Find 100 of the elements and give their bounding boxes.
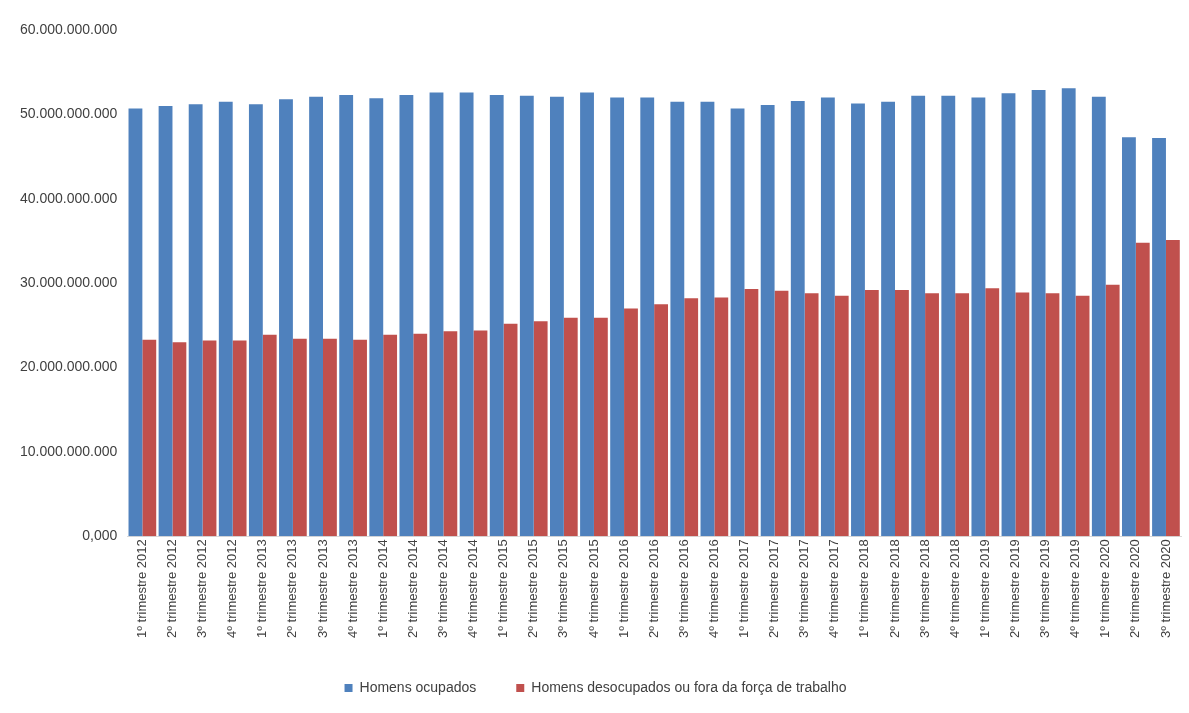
- x-tick-label: 4º trimestre 2016: [705, 539, 721, 639]
- x-tick-label: 3º trimestre 2019: [1037, 539, 1053, 639]
- bar: [700, 101, 715, 537]
- x-tick-label: 1º trimestre 2019: [976, 539, 992, 639]
- y-tick-label: 50.000.000.000: [19, 105, 118, 122]
- bar: [670, 101, 685, 537]
- bar: [790, 100, 805, 537]
- x-tick-label: 1º trimestre 2015: [495, 539, 511, 639]
- bar: [142, 339, 157, 537]
- legend-label: Homens desocupados ou fora da força de trabalho: [531, 678, 847, 695]
- bar: [1061, 88, 1076, 537]
- bar: [941, 95, 956, 537]
- bar: [339, 94, 354, 537]
- bar: [323, 338, 337, 537]
- bar: [248, 104, 263, 537]
- bar: [429, 92, 444, 537]
- bar: [1105, 284, 1120, 537]
- bar: [1121, 137, 1136, 537]
- bar: [279, 99, 293, 537]
- x-tick-label: 2º trimestre 2015: [525, 539, 541, 639]
- x-tick-label: 3º trimestre 2015: [555, 539, 571, 639]
- bar: [399, 94, 414, 537]
- bar: [971, 97, 986, 537]
- bar: [1135, 242, 1150, 537]
- bar: [1152, 138, 1166, 537]
- bar: [955, 293, 970, 537]
- bar: [413, 333, 428, 537]
- x-tick-label: 1º trimestre 2018: [856, 539, 872, 639]
- bar: [549, 96, 564, 537]
- bar: [925, 293, 939, 537]
- bar: [774, 290, 789, 537]
- x-tick-label: 1º trimestre 2013: [254, 539, 270, 639]
- x-tick-label: 2º trimestre 2018: [886, 539, 902, 639]
- bar: [172, 342, 187, 537]
- bar: [353, 339, 367, 537]
- x-tick-label: 3º trimestre 2012: [194, 539, 210, 639]
- bar: [473, 330, 488, 537]
- x-tick-label: 3º trimestre 2018: [916, 539, 932, 639]
- bar: [292, 338, 307, 537]
- x-tick-label: 1º trimestre 2014: [374, 539, 390, 639]
- bar: [158, 105, 173, 537]
- bar: [851, 103, 865, 537]
- x-tick-label: 4º trimestre 2017: [826, 539, 842, 639]
- bar: [744, 289, 759, 537]
- bar: [684, 298, 699, 537]
- bar: [128, 108, 143, 537]
- bar: [489, 94, 504, 537]
- x-tick-label: 3º trimestre 2020: [1157, 539, 1173, 639]
- bar: [443, 331, 458, 537]
- x-tick-label: 4º trimestre 2019: [1067, 539, 1083, 639]
- bar: [1091, 96, 1106, 537]
- x-tick-label: 4º trimestre 2012: [224, 539, 240, 639]
- bar: [730, 108, 745, 537]
- bar: [1045, 293, 1060, 537]
- bar: [202, 340, 217, 537]
- bar: [1075, 295, 1090, 537]
- y-tick-label: 0,000: [82, 527, 118, 544]
- x-tick-label: 4º trimestre 2013: [344, 539, 360, 639]
- x-tick-label: 1º trimestre 2020: [1097, 539, 1113, 639]
- bar: [593, 317, 608, 537]
- x-tick-label: 2º trimestre 2020: [1127, 539, 1143, 639]
- x-tick-label: 3º trimestre 2013: [314, 539, 330, 639]
- x-tick-label: 2º trimestre 2012: [164, 539, 180, 639]
- bar: [985, 288, 1000, 537]
- bar: [1031, 89, 1046, 537]
- bar: [714, 297, 729, 537]
- bar: [188, 104, 203, 537]
- x-tick-label: 4º trimestre 2015: [585, 539, 601, 639]
- x-tick-label: 1º trimestre 2016: [615, 539, 631, 639]
- bar: [820, 97, 835, 537]
- bar: [1015, 292, 1030, 537]
- bar: [834, 295, 849, 537]
- x-tick-label: 3º trimestre 2014: [435, 539, 450, 639]
- bar: [895, 289, 909, 537]
- y-tick-label: 30.000.000.000: [19, 274, 118, 291]
- x-tick-label: 1º trimestre 2012: [133, 539, 149, 639]
- bar: [519, 95, 534, 537]
- x-tick-label: 2º trimestre 2019: [1007, 539, 1022, 639]
- bar: [654, 304, 669, 537]
- x-tick-label: 2º trimestre 2014: [404, 539, 420, 639]
- bar: [610, 97, 625, 537]
- x-tick-label: 2º trimestre 2016: [645, 539, 661, 639]
- x-tick-label: 3º trimestre 2017: [796, 539, 812, 639]
- bar: [911, 95, 926, 537]
- bar: [369, 98, 384, 537]
- y-tick-label: 60.000.000.000: [19, 20, 118, 37]
- bar: [459, 92, 474, 537]
- bar: [383, 334, 398, 537]
- y-tick-label: 10.000.000.000: [19, 442, 118, 459]
- bar: [881, 101, 895, 537]
- x-tick-label: 1º trimestre 2017: [736, 539, 752, 639]
- bar: [262, 334, 277, 537]
- y-tick-label: 20.000.000.000: [19, 358, 118, 375]
- x-tick-label: 3º trimestre 2016: [675, 539, 691, 639]
- bar: [563, 317, 578, 537]
- bar: [804, 293, 819, 537]
- bar: [1165, 240, 1180, 537]
- bar: [1001, 93, 1016, 537]
- x-tick-label: 2º trimestre 2013: [284, 539, 300, 639]
- bar: [503, 323, 518, 537]
